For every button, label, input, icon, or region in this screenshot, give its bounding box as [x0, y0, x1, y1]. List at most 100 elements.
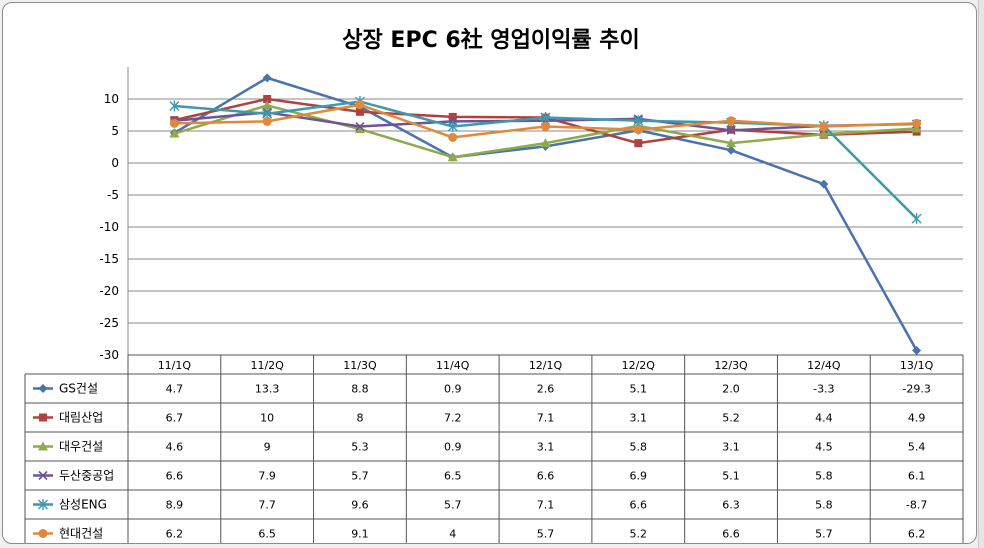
legend-entry: 대우건설 [59, 440, 103, 454]
data-label: 5.3 [351, 441, 369, 454]
data-label: 7.2 [444, 412, 462, 425]
y-tick-label: -5 [107, 188, 119, 202]
data-label: 2.6 [537, 383, 555, 396]
series-5 [169, 100, 922, 142]
data-point [911, 213, 922, 225]
data-label: 9.6 [351, 499, 369, 512]
x-tick-label: 11/3Q [343, 359, 377, 372]
data-label: 6.6 [630, 499, 648, 512]
y-tick-label: 5 [111, 124, 119, 138]
data-label: 4.4 [815, 412, 833, 425]
legend-key-marker [39, 413, 47, 422]
data-label: 5.1 [630, 383, 648, 396]
data-point [726, 145, 736, 155]
data-label: 8.9 [166, 499, 184, 512]
data-point [726, 138, 737, 148]
data-label: 6.6 [722, 528, 740, 541]
data-point [819, 122, 829, 132]
data-label: 7.1 [537, 412, 555, 425]
data-point [448, 112, 457, 121]
data-label: 7.1 [537, 499, 555, 512]
line-chart: 상장 EPC 6社 영업이익률 추이 10 5 0 -5 -10 -15 -20 -25 -30… [24, 27, 964, 543]
x-tick-label: 12/1Q [529, 359, 563, 372]
data-label: 5.8 [815, 470, 833, 483]
legend-entry: 두산중공업 [59, 469, 114, 483]
data-point [819, 179, 829, 189]
y-tick-label: -30 [99, 348, 119, 362]
data-label: 6.6 [537, 470, 555, 483]
legend-key-marker [38, 470, 48, 481]
y-tick-label: 10 [104, 92, 119, 106]
data-label: 5.7 [537, 528, 555, 541]
legend-key-marker [38, 529, 48, 538]
legend-entry: 삼성ENG [59, 498, 107, 512]
data-label: 6.5 [444, 470, 462, 483]
data-label: 5.8 [815, 499, 833, 512]
x-tick-label: 13/1Q [900, 359, 934, 372]
data-point [355, 100, 365, 110]
chart-title: 상장 EPC 6社 영업이익률 추이 [342, 27, 639, 53]
data-table: 11/1Q 11/2Q 11/3Q 11/4Q 12/1Q 12/2Q 12/3Q 12/4Q… [24, 354, 964, 543]
legend-key-marker [38, 441, 48, 451]
data-label: 5.2 [722, 412, 740, 425]
data-label: 13.3 [255, 383, 280, 396]
data-point [633, 115, 644, 127]
data-label: 0.9 [444, 383, 462, 396]
data-label: 5.7 [351, 470, 369, 483]
data-point [447, 152, 458, 162]
data-label: 4 [449, 528, 456, 541]
data-label: 8 [356, 412, 363, 425]
data-point [633, 125, 643, 135]
data-point [911, 123, 922, 133]
data-label: 3.1 [722, 441, 740, 454]
legend-entry: 대림산업 [59, 411, 103, 425]
x-tick-label: 11/4Q [436, 359, 470, 372]
data-label: 2.0 [722, 383, 740, 396]
data-point [263, 95, 272, 103]
y-tick-label: 0 [111, 156, 119, 170]
data-point [912, 118, 922, 128]
y-axis: 10 5 0 -5 -10 -15 -20 -25 -30 [99, 92, 119, 362]
data-label: 6.7 [166, 412, 184, 425]
data-point [355, 107, 364, 116]
data-point [447, 121, 458, 133]
data-point [912, 346, 922, 356]
data-point [540, 112, 551, 124]
x-tick-label: 12/3Q [714, 359, 748, 372]
y-tick-label: -10 [99, 220, 119, 234]
data-label: 5.2 [630, 528, 648, 541]
data-label: 6.9 [630, 470, 648, 483]
data-label: 5.7 [444, 499, 462, 512]
y-tick-label: -15 [99, 252, 119, 266]
data-label: 3.1 [537, 441, 555, 454]
data-label: 3.1 [630, 412, 648, 425]
data-label: 4.5 [815, 441, 833, 454]
x-tick-label: 11/2Q [250, 359, 284, 372]
data-label: 6.6 [166, 470, 184, 483]
data-point [355, 121, 365, 132]
data-point [169, 128, 180, 138]
data-label: 5.7 [815, 528, 833, 541]
data-label: 10 [260, 412, 274, 425]
data-label: 8.8 [351, 383, 369, 396]
data-label: -3.3 [813, 383, 834, 396]
data-point [541, 122, 550, 132]
legend-entry: 현대건설 [59, 527, 103, 541]
data-label: 6.2 [166, 528, 184, 541]
data-point [818, 129, 829, 139]
legend-key-marker [38, 384, 48, 393]
data-label: -8.7 [906, 499, 927, 512]
data-label: 7.7 [258, 499, 276, 512]
data-label: 6.2 [908, 528, 926, 541]
x-tick-label: 11/1Q [158, 359, 192, 372]
data-label: -29.3 [902, 383, 930, 396]
data-label: 6.3 [722, 499, 740, 512]
data-point [726, 116, 736, 126]
data-label: 5.4 [908, 441, 926, 454]
y-tick-label: -20 [99, 284, 119, 298]
x-tick-label: 12/4Q [807, 359, 841, 372]
data-label: 0.9 [444, 441, 462, 454]
data-label: 9.1 [351, 528, 369, 541]
data-point [448, 132, 458, 142]
